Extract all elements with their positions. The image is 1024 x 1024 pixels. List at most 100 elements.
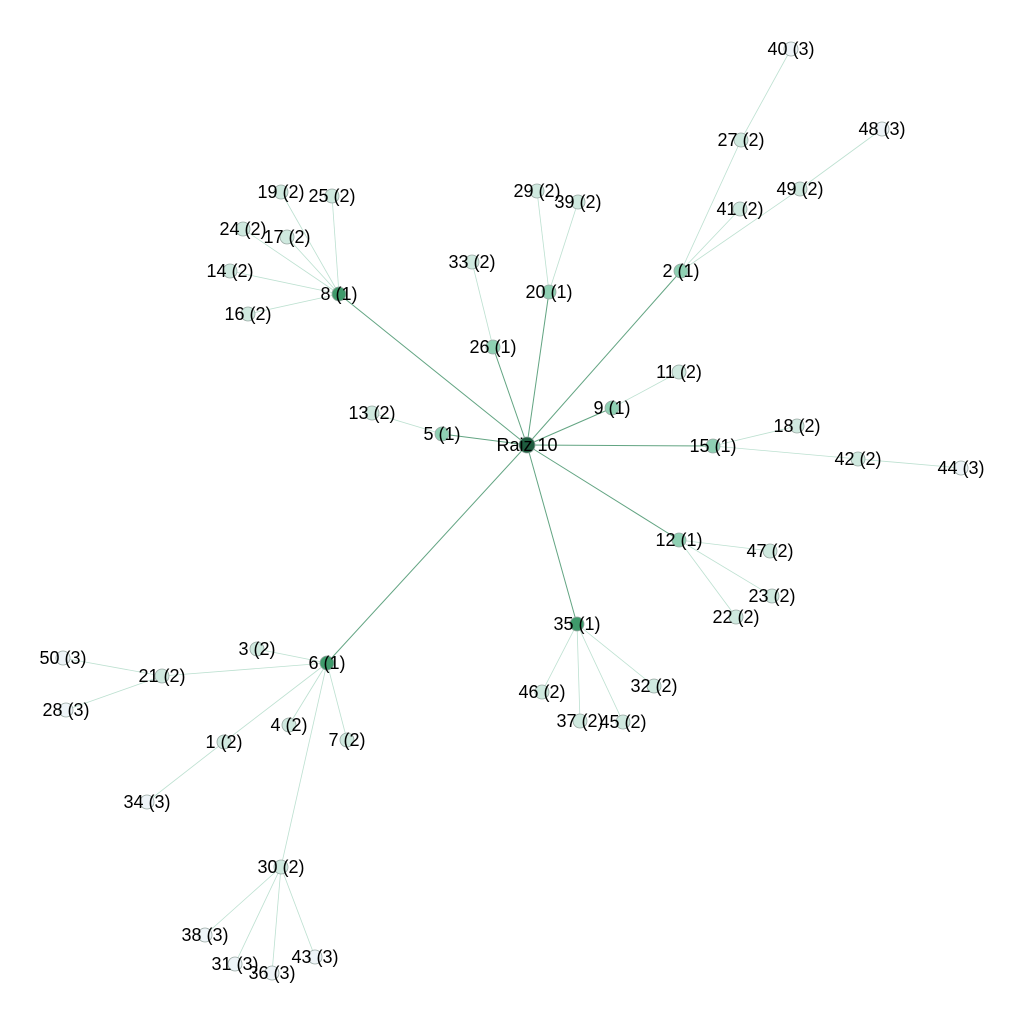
node-6[interactable] [319,655,335,671]
node-label-4: 4 (2) [270,715,307,735]
node-label-27: 27 (2) [717,130,764,150]
edge-21-50 [62,657,163,677]
node-15[interactable] [705,438,721,454]
node-34[interactable] [139,794,155,810]
node-49[interactable] [792,181,808,197]
edge-6-3 [256,648,328,664]
node-47[interactable] [762,543,778,559]
node-10[interactable] [518,436,536,454]
node-30[interactable] [273,859,289,875]
node-40[interactable] [783,41,799,57]
edge-30-31 [234,866,282,965]
node-24[interactable] [235,221,251,237]
node-12[interactable] [671,532,687,548]
edge-12-22 [678,539,737,618]
node-48[interactable] [874,121,890,137]
edge-6-30 [280,662,328,868]
node-43[interactable] [307,949,323,965]
edge-8-19 [280,191,340,295]
node-label-40: 40 (3) [767,39,814,59]
node-label-7: 7 (2) [328,730,365,750]
node-label-14: 14 (2) [206,261,253,281]
edge-6-1 [223,662,328,743]
node-label-42: 42 (2) [834,449,881,469]
edge-10-5 [441,433,528,446]
node-18[interactable] [789,418,805,434]
node-label-49: 49 (2) [776,179,823,199]
node-41[interactable] [732,201,748,217]
node-9[interactable] [604,400,620,416]
node-25[interactable] [324,188,340,204]
node-label-15: 15 (1) [689,436,736,456]
node-4[interactable] [281,717,297,733]
node-label-6: 6 (1) [308,653,345,673]
labels-layer: Raiz 10 8 (1) 2 (1) 20 (1) 26 (1) 5 (1) 9 (1) 1… [39,39,984,983]
node-17[interactable] [279,229,295,245]
node-label-1: 1 (2) [205,732,242,752]
edge-10-2 [526,270,682,446]
node-11[interactable] [671,364,687,380]
edge-10-26 [492,346,528,446]
node-label-44: 44 (3) [937,458,984,478]
edges-layer [62,48,962,974]
edge-10-6 [326,444,528,664]
node-5[interactable] [434,426,450,442]
node-20[interactable] [541,284,557,300]
edge-8-17 [286,236,340,295]
node-label-39: 39 (2) [554,192,601,212]
edge-35-37 [576,623,581,722]
edge-30-38 [204,866,282,936]
node-label-29: 29 (2) [513,181,560,201]
node-26[interactable] [485,339,501,355]
nodes-layer [55,41,969,981]
node-19[interactable] [273,184,289,200]
node-50[interactable] [55,650,71,666]
node-label-31: 31 (3) [211,954,258,974]
node-21[interactable] [154,668,170,684]
node-22[interactable] [728,609,744,625]
node-3[interactable] [249,641,265,657]
node-37[interactable] [572,713,588,729]
node-label-13: 13 (2) [348,403,395,423]
node-45[interactable] [615,714,631,730]
node-2[interactable] [673,263,689,279]
node-16[interactable] [240,306,256,322]
node-label-35: 35 (1) [553,614,600,634]
node-label-50: 50 (3) [39,648,86,668]
node-label-36: 36 (3) [248,963,295,983]
node-27[interactable] [733,132,749,148]
node-36[interactable] [264,965,280,981]
node-1[interactable] [216,734,232,750]
edge-8-14 [229,270,340,295]
edge-6-7 [326,662,348,741]
node-13[interactable] [364,405,380,421]
node-label-5: 5 (1) [423,424,460,444]
node-38[interactable] [197,927,213,943]
node-7[interactable] [339,732,355,748]
node-39[interactable] [570,194,586,210]
node-29[interactable] [529,183,545,199]
node-8[interactable] [331,286,347,302]
node-label-23: 23 (2) [748,586,795,606]
node-33[interactable] [464,254,480,270]
node-14[interactable] [222,263,238,279]
node-31[interactable] [227,956,243,972]
edge-35-32 [576,623,655,687]
node-label-45: 45 (2) [599,712,646,732]
node-label-8: 8 (1) [320,284,357,304]
edge-15-18 [712,425,798,447]
node-label-34: 34 (3) [123,792,170,812]
node-35[interactable] [569,616,585,632]
node-46[interactable] [534,684,550,700]
node-23[interactable] [764,588,780,604]
edge-20-29 [536,190,550,293]
edge-8-16 [247,293,340,315]
edge-2-27 [680,139,742,272]
node-28[interactable] [58,702,74,718]
edge-30-36 [271,866,282,974]
node-32[interactable] [646,678,662,694]
node-44[interactable] [953,460,969,476]
node-42[interactable] [850,451,866,467]
edge-12-23 [678,539,773,597]
node-label-48: 48 (3) [858,119,905,139]
